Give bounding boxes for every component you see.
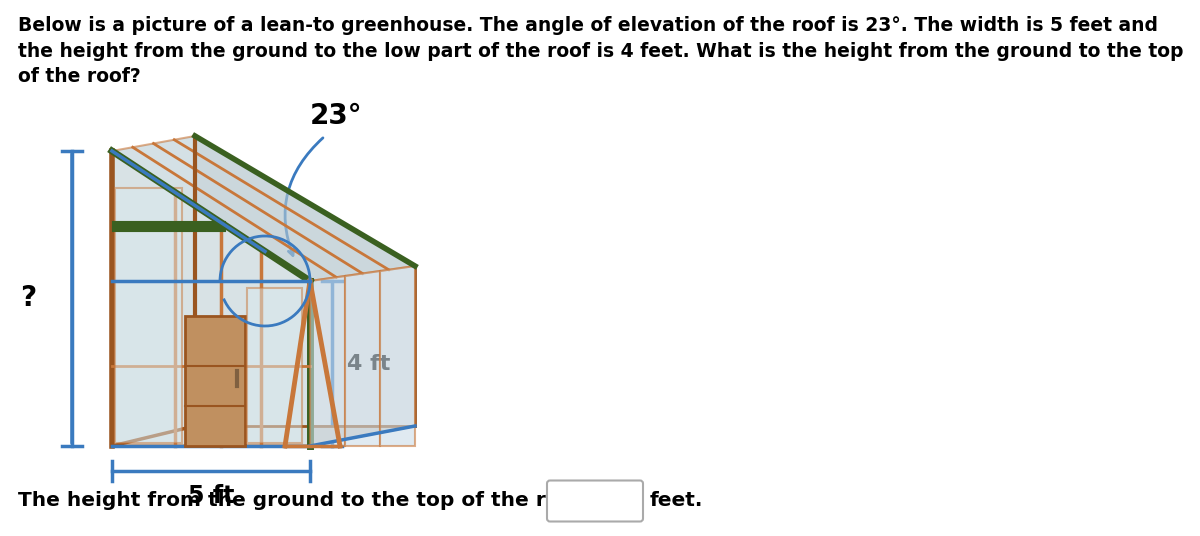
Bar: [247, 288, 302, 443]
Polygon shape: [310, 266, 415, 446]
Text: feet.: feet.: [650, 492, 703, 510]
Polygon shape: [310, 276, 346, 446]
Text: 5 ft: 5 ft: [188, 484, 234, 508]
Text: The height from the ground to the top of the roof is: The height from the ground to the top of…: [18, 492, 608, 510]
Polygon shape: [112, 151, 310, 446]
Polygon shape: [112, 426, 415, 446]
Polygon shape: [112, 151, 310, 446]
Text: 4 ft: 4 ft: [347, 354, 390, 374]
Polygon shape: [380, 266, 415, 446]
Text: ?: ?: [20, 285, 36, 312]
Polygon shape: [346, 271, 380, 446]
Text: 23°: 23°: [310, 102, 362, 130]
Polygon shape: [112, 136, 415, 281]
Polygon shape: [112, 426, 415, 446]
FancyBboxPatch shape: [547, 480, 643, 522]
Bar: [185, 316, 245, 446]
Text: Below is a picture of a lean-to greenhouse. The angle of elevation of the roof i: Below is a picture of a lean-to greenhou…: [18, 16, 1183, 86]
Bar: [115, 188, 182, 443]
Polygon shape: [194, 136, 415, 426]
